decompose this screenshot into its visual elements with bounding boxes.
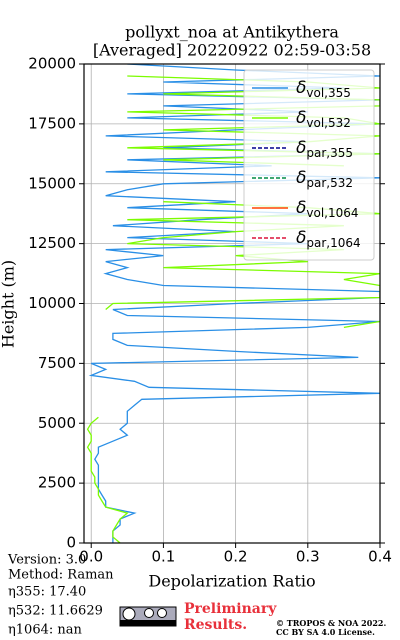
badge-icon: [157, 608, 167, 618]
badge-strip: [120, 620, 176, 626]
preliminary: Preliminary: [184, 601, 277, 617]
y-tick-label: 0: [66, 534, 76, 552]
version: Version: 3.0: [7, 553, 86, 568]
x-tick-label: 0.1: [151, 548, 175, 566]
x-axis-label: Depolarization Ratio: [148, 572, 315, 591]
y-tick-label: 7500: [38, 354, 76, 372]
y-tick-label: 2500: [38, 474, 76, 492]
footer: Version: 3.0 Method: Raman η355: 17.40 η…: [7, 553, 386, 638]
chart-title: [Averaged] 20220922 02:59-03:58: [93, 41, 371, 60]
preliminary: Results.: [184, 617, 247, 633]
legend-label: δpar,355: [296, 138, 353, 160]
legend-label: δvol,355: [296, 78, 351, 100]
copyright: CC BY SA 4.0 License.: [276, 627, 375, 637]
copyright: © TROPOS & NOA 2022.: [276, 618, 386, 628]
eta: η532: 11.6629: [8, 604, 103, 619]
y-tick-label: 15000: [28, 174, 76, 192]
x-tick-label: 0.0: [79, 548, 103, 566]
legend-label: δvol,532: [296, 108, 351, 130]
x-tick-label: 0.3: [296, 548, 320, 566]
x-tick-label: 0.2: [224, 548, 248, 566]
eta: η355: 17.40: [8, 585, 86, 600]
x-tick-label: 0.4: [368, 548, 392, 566]
y-tick-label: 20000: [28, 55, 76, 73]
y-tick-label: 12500: [28, 234, 76, 252]
y-tick-label: 10000: [28, 294, 76, 312]
method: Method: Raman: [8, 568, 114, 583]
series-line: [86, 75, 380, 543]
plot-frame: [83, 63, 381, 544]
badge-icon: [144, 608, 154, 618]
chart-title: pollyxt_noa at Antikythera: [125, 23, 339, 42]
legend-label: δvol,1064: [296, 198, 359, 220]
badge-icon: [122, 607, 136, 621]
legend-label: δpar,532: [296, 168, 353, 190]
y-tick-label: 5000: [38, 414, 76, 432]
y-tick-label: 17500: [28, 114, 76, 132]
legend-label: δpar,1064: [296, 228, 361, 250]
cc-badge: [119, 606, 177, 627]
eta: η1064: nan: [8, 623, 83, 638]
y-axis-label: Height (m): [0, 260, 18, 348]
